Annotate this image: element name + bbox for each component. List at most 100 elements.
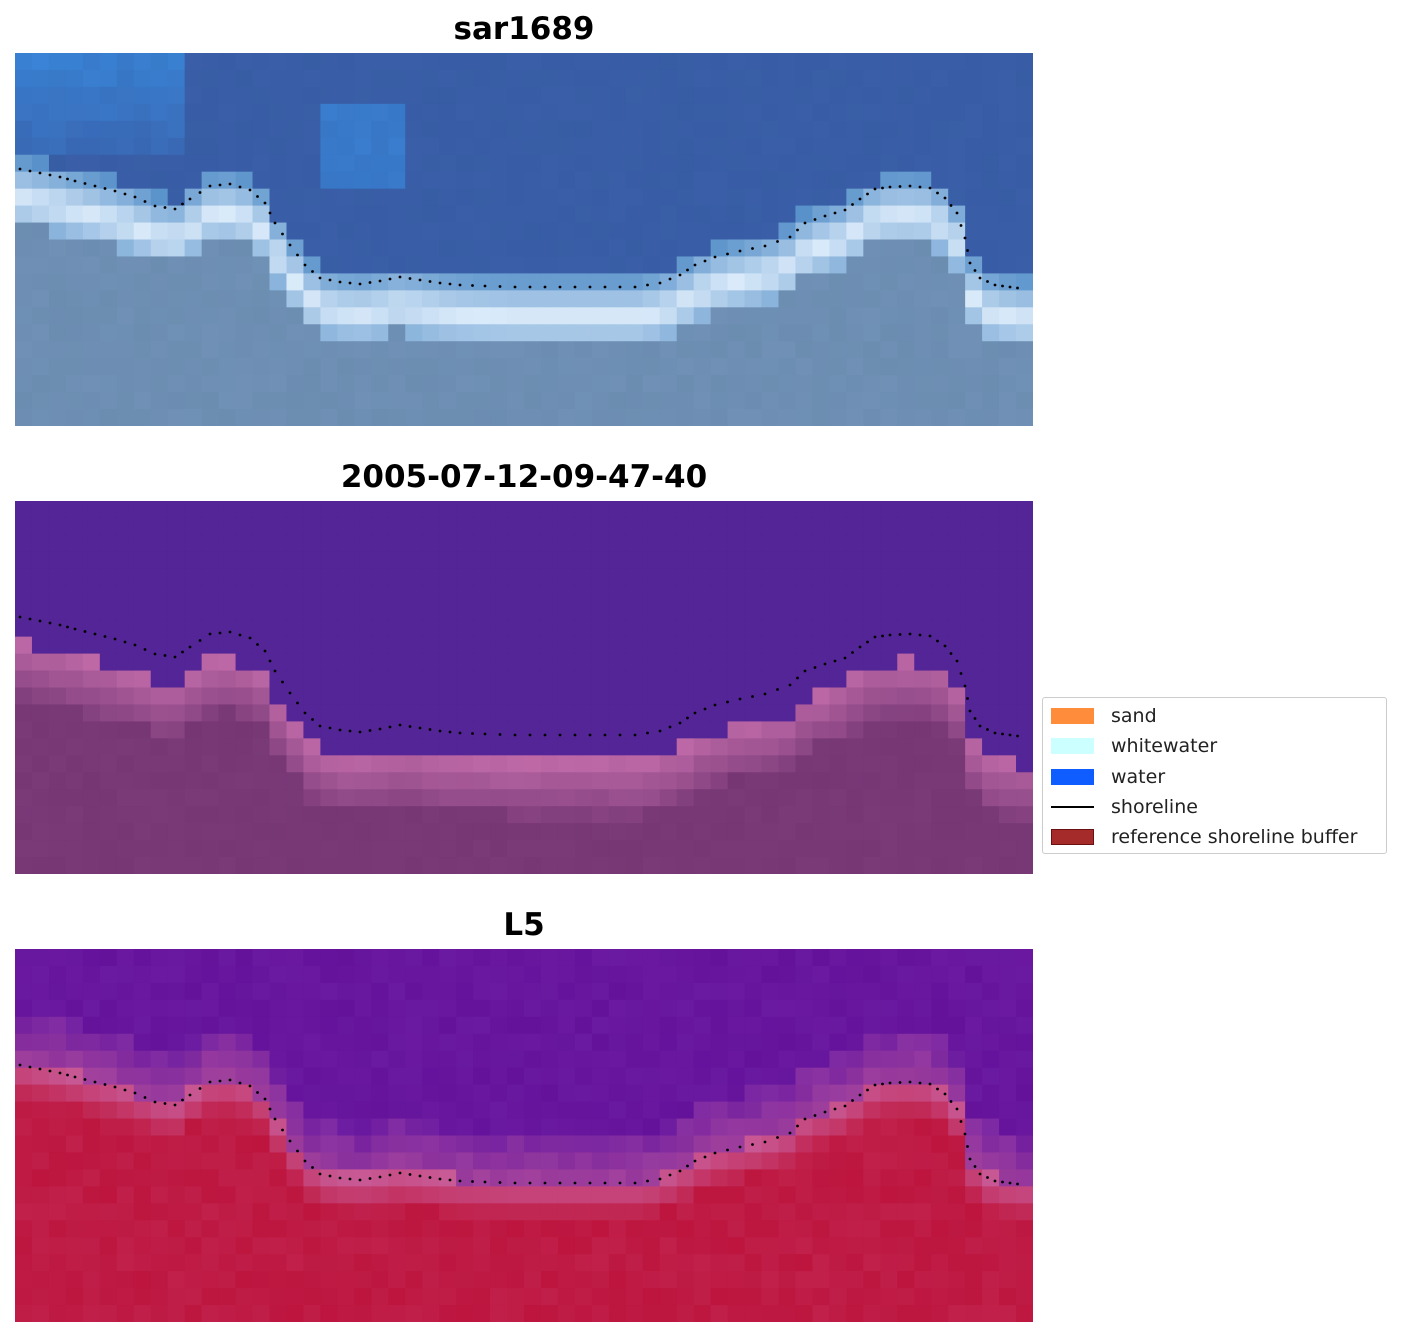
shoreline-dot bbox=[163, 654, 167, 657]
shoreline-dot bbox=[963, 684, 967, 688]
shoreline-dot bbox=[968, 1157, 972, 1161]
shoreline-dot bbox=[588, 733, 592, 737]
shoreline-dot bbox=[603, 285, 607, 289]
shoreline-dot bbox=[143, 200, 147, 203]
rgb-image-panel bbox=[15, 53, 1033, 426]
shoreline-dot bbox=[471, 284, 474, 287]
shoreline-dot bbox=[1016, 286, 1019, 290]
shoreline-dot bbox=[296, 253, 299, 257]
shoreline-dot bbox=[238, 633, 242, 637]
shoreline-dot bbox=[959, 1120, 963, 1123]
shoreline-dot bbox=[218, 183, 222, 187]
shoreline-dot bbox=[843, 1104, 847, 1108]
shoreline-dot bbox=[843, 208, 847, 212]
shoreline-dot bbox=[93, 184, 97, 188]
shoreline-dot bbox=[448, 282, 452, 286]
legend-item-sand: sand bbox=[1051, 703, 1157, 729]
shoreline-dot bbox=[668, 277, 672, 281]
shoreline-dot bbox=[703, 707, 707, 711]
shoreline-dot bbox=[398, 275, 402, 279]
shoreline-dot bbox=[48, 173, 52, 177]
shoreline-dot bbox=[58, 1071, 62, 1075]
shoreline-dot bbox=[123, 640, 127, 644]
shoreline-dot bbox=[796, 228, 799, 232]
shoreline-dot bbox=[378, 727, 382, 731]
shoreline-dot bbox=[881, 634, 884, 638]
shoreline-dot bbox=[471, 1180, 474, 1183]
shoreline-dot bbox=[618, 733, 622, 737]
shoreline-dot bbox=[751, 1143, 754, 1146]
shoreline-dot bbox=[281, 680, 284, 684]
shoreline-dot bbox=[18, 1063, 22, 1067]
shoreline-dot bbox=[978, 724, 982, 728]
shoreline-dot bbox=[48, 1069, 52, 1073]
shoreline-dot bbox=[558, 1181, 562, 1185]
shoreline-dots bbox=[18, 167, 1019, 290]
shoreline-dot bbox=[686, 268, 689, 272]
shoreline-dot bbox=[528, 733, 532, 737]
shoreline-dot bbox=[263, 649, 267, 653]
shoreline-swatch bbox=[1051, 806, 1094, 808]
shoreline-dot bbox=[133, 1091, 137, 1095]
shoreline-dot bbox=[123, 1088, 127, 1092]
shoreline-dot bbox=[646, 283, 649, 287]
shoreline-dot bbox=[38, 171, 42, 175]
shoreline-dots bbox=[18, 615, 1019, 738]
shoreline-dot bbox=[678, 273, 682, 277]
shoreline-dot bbox=[573, 285, 577, 289]
shoreline-dot bbox=[633, 733, 637, 737]
shoreline-dot bbox=[93, 1080, 97, 1084]
legend-item-whitewater: whitewater bbox=[1051, 733, 1217, 759]
shoreline-dot bbox=[1001, 284, 1004, 288]
shoreline-dot bbox=[936, 639, 939, 643]
shoreline-dot bbox=[633, 1181, 637, 1185]
shoreline-dot bbox=[103, 635, 107, 638]
shoreline-dot bbox=[388, 725, 392, 729]
shoreline-dot bbox=[738, 249, 742, 253]
shoreline-dot bbox=[448, 1178, 452, 1182]
shoreline-dot bbox=[843, 656, 847, 660]
shoreline-dot bbox=[796, 676, 799, 680]
shoreline-dot bbox=[776, 688, 779, 691]
shoreline-dot bbox=[418, 278, 422, 282]
shoreline-dot bbox=[208, 184, 212, 188]
shoreline-dot bbox=[153, 652, 157, 656]
shoreline-dot bbox=[73, 627, 77, 631]
shoreline-dot bbox=[646, 731, 649, 735]
shoreline-dot bbox=[823, 1110, 827, 1114]
shoreline-dot bbox=[851, 203, 854, 206]
shoreline-dot bbox=[986, 1176, 989, 1179]
shoreline-dot bbox=[1001, 1180, 1004, 1184]
shoreline-dot bbox=[28, 169, 32, 173]
shoreline-dot bbox=[288, 243, 292, 247]
shoreline-dot bbox=[1016, 1182, 1019, 1186]
shoreline-dot bbox=[1008, 1181, 1012, 1185]
shoreline-dot bbox=[803, 669, 807, 673]
shoreline-dot bbox=[328, 726, 332, 730]
shoreline-dot bbox=[888, 1081, 892, 1085]
shoreline-dot bbox=[268, 1107, 272, 1111]
shoreline-dot bbox=[48, 621, 52, 625]
shoreline-dot bbox=[318, 724, 322, 728]
shoreline-dot bbox=[358, 1178, 362, 1182]
shoreline-dot bbox=[1008, 733, 1012, 737]
shoreline-dot bbox=[483, 1180, 487, 1184]
rgb-pixels bbox=[15, 53, 1033, 426]
classified-image bbox=[15, 501, 1033, 874]
shoreline-dot bbox=[123, 192, 127, 196]
shoreline-dot bbox=[133, 195, 137, 199]
shoreline-dot bbox=[993, 1179, 997, 1183]
shoreline-dot bbox=[788, 683, 792, 687]
shoreline-dot bbox=[188, 1093, 192, 1097]
shoreline-dot bbox=[398, 1171, 402, 1175]
shoreline-dot bbox=[311, 718, 314, 721]
shoreline-dot bbox=[256, 643, 259, 646]
shoreline-dot bbox=[256, 195, 259, 198]
shoreline-dot bbox=[228, 182, 232, 186]
shoreline-dot bbox=[208, 1080, 212, 1084]
shoreline-dot bbox=[968, 261, 972, 265]
shoreline-dot bbox=[943, 644, 947, 648]
legend-label-sand: sand bbox=[1111, 705, 1157, 727]
shoreline-dot bbox=[955, 659, 959, 663]
classified-image-panel bbox=[15, 501, 1033, 874]
